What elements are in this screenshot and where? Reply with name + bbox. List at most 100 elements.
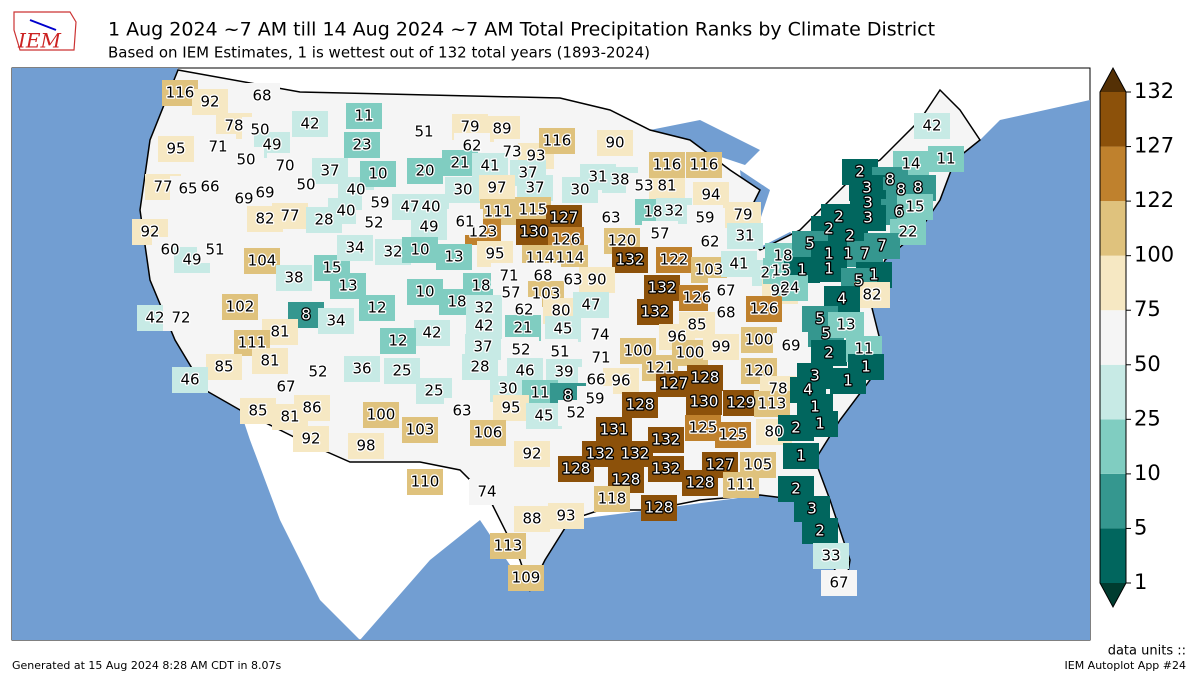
district-patch [356,210,392,236]
district-rank: 3 [863,194,873,212]
district-rank: 120 [608,232,637,250]
district-patch [407,158,443,184]
district-patch [558,400,594,426]
district-rank: 2 [845,227,855,245]
colorbar-tick-label: 25 [1134,406,1161,430]
district-rank: 132 [652,431,681,449]
district-rank: 92 [301,430,320,448]
district-rank: 18 [447,293,466,311]
colorbar-tick-label: 1 [1134,570,1147,594]
colorbar-tick-label: 132 [1134,79,1174,103]
district-rank: 90 [587,271,606,289]
logo-line [29,19,57,31]
district-rank: 36 [352,360,371,378]
district-patch [192,89,228,115]
district-rank: 114 [526,249,555,267]
district-patch [686,152,722,178]
district-patch [312,158,348,184]
district-rank: 63 [563,271,582,289]
district-patch [656,247,692,273]
district-rank: 78 [768,380,787,398]
district-rank: 71 [591,349,610,367]
district-rank: 18 [773,247,792,265]
district-rank: 115 [519,201,548,219]
district-rank: 73 [502,143,521,161]
district-rank: 41 [480,157,499,175]
district-rank: 38 [610,171,629,189]
district-rank: 28 [470,358,489,376]
district-rank: 128 [612,471,641,489]
district-rank: 51 [414,123,433,141]
district-rank: 8 [896,181,906,199]
district-rank: 7 [877,237,887,255]
district-rank: 51 [550,343,569,361]
district-rank: 122 [660,251,689,269]
district-rank: 3 [807,500,817,518]
district-rank: 79 [733,206,752,224]
district-rank: 132 [652,460,681,478]
district-rank: 40 [336,202,355,220]
district-rank: 15 [905,198,924,216]
district-patch [407,469,443,495]
district-rank: 5 [854,272,864,290]
district-rank: 61 [455,213,474,231]
district-rank: 93 [526,147,545,165]
colorbar-bin [1100,364,1126,420]
district-patch [272,203,308,229]
district-patch [597,130,633,156]
colorbar-tick-label: 100 [1134,243,1174,267]
district-rank: 81 [657,177,676,195]
district-rank: 81 [270,323,289,341]
district-rank: 22 [898,223,917,241]
district-patch [596,417,632,443]
district-rank: 130 [690,393,719,411]
district-rank: 113 [494,537,523,555]
district-patch [272,404,308,430]
district-rank: 127 [706,456,735,474]
district-patch [682,470,718,496]
district-rank: 42 [300,115,319,133]
district-rank: 63 [601,209,620,227]
district-rank: 50 [296,176,315,194]
district-patch [593,205,629,231]
district-rank: 37 [473,338,492,356]
district-rank: 67 [829,574,848,592]
district-rank: 110 [411,473,440,491]
district-rank: 57 [501,284,520,302]
colorbar-tick-label: 75 [1134,297,1161,321]
district-rank: 109 [512,569,541,587]
district-rank: 10 [410,241,429,259]
district-rank: 103 [532,285,561,303]
district-rank: 13 [444,248,463,266]
district-rank: 116 [690,156,719,174]
district-rank: 50 [236,151,255,169]
district-rank: 49 [262,136,281,154]
district-rank: 12 [367,299,386,317]
district-patch [192,174,228,200]
district-rank: 126 [683,289,712,307]
district-patch [197,237,233,263]
district-patch [276,265,312,291]
district-rank: 1 [810,398,820,416]
district-patch [579,267,615,293]
colorbar-bin [1100,310,1126,365]
district-rank: 38 [284,269,303,287]
district-rank: 1 [796,447,806,465]
district-rank: 92 [522,445,541,463]
district-rank: 46 [180,371,199,389]
district-patch [406,119,442,145]
district-patch [346,103,382,129]
district-rank: 42 [922,117,941,135]
district-rank: 2 [855,163,865,181]
district-rank: 95 [485,245,504,263]
district-rank: 42 [422,324,441,342]
district-rank: 41 [729,255,748,273]
district-rank: 13 [338,277,357,295]
district-rank: 118 [598,490,627,508]
district-patch [462,354,498,380]
district-rank: 5 [805,235,815,253]
district-rank: 1 [815,415,825,433]
district-rank: 6 [894,203,904,221]
district-rank: 103 [695,261,724,279]
